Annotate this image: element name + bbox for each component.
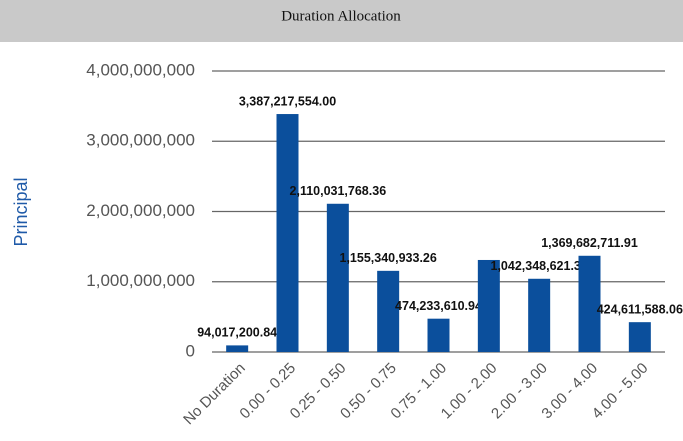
- bar: [628, 322, 651, 352]
- bar: [226, 345, 249, 352]
- bar: [528, 278, 551, 352]
- data-label: 2,110,031,768.36: [290, 184, 387, 198]
- y-tick-label: 0: [186, 341, 195, 360]
- chart-title: Duration Allocation: [281, 8, 401, 24]
- title-bar: [0, 0, 683, 42]
- data-label: 424,611,588.06: [597, 302, 683, 316]
- x-tick-label: No Duration: [180, 360, 249, 429]
- data-label: 3,387,217,554.00: [239, 94, 336, 108]
- bar: [326, 203, 349, 352]
- y-tick-label: 2,000,000,000: [86, 201, 195, 220]
- data-label: 1,042,348,621.37: [491, 259, 588, 273]
- bar: [276, 114, 299, 352]
- y-axis-label: Principal: [11, 177, 31, 246]
- data-label: 94,017,200.84: [197, 326, 277, 340]
- data-label: 474,233,610.94: [395, 299, 482, 313]
- data-label: 1,155,340,933.26: [340, 251, 437, 265]
- data-label: 1,369,682,711.91: [541, 236, 638, 250]
- bar: [427, 318, 450, 352]
- y-tick-label: 4,000,000,000: [86, 60, 195, 79]
- y-tick-label: 3,000,000,000: [86, 131, 195, 150]
- bar: [377, 270, 400, 352]
- bar: [477, 259, 500, 352]
- y-tick-label: 1,000,000,000: [86, 271, 195, 290]
- bar: [578, 255, 601, 352]
